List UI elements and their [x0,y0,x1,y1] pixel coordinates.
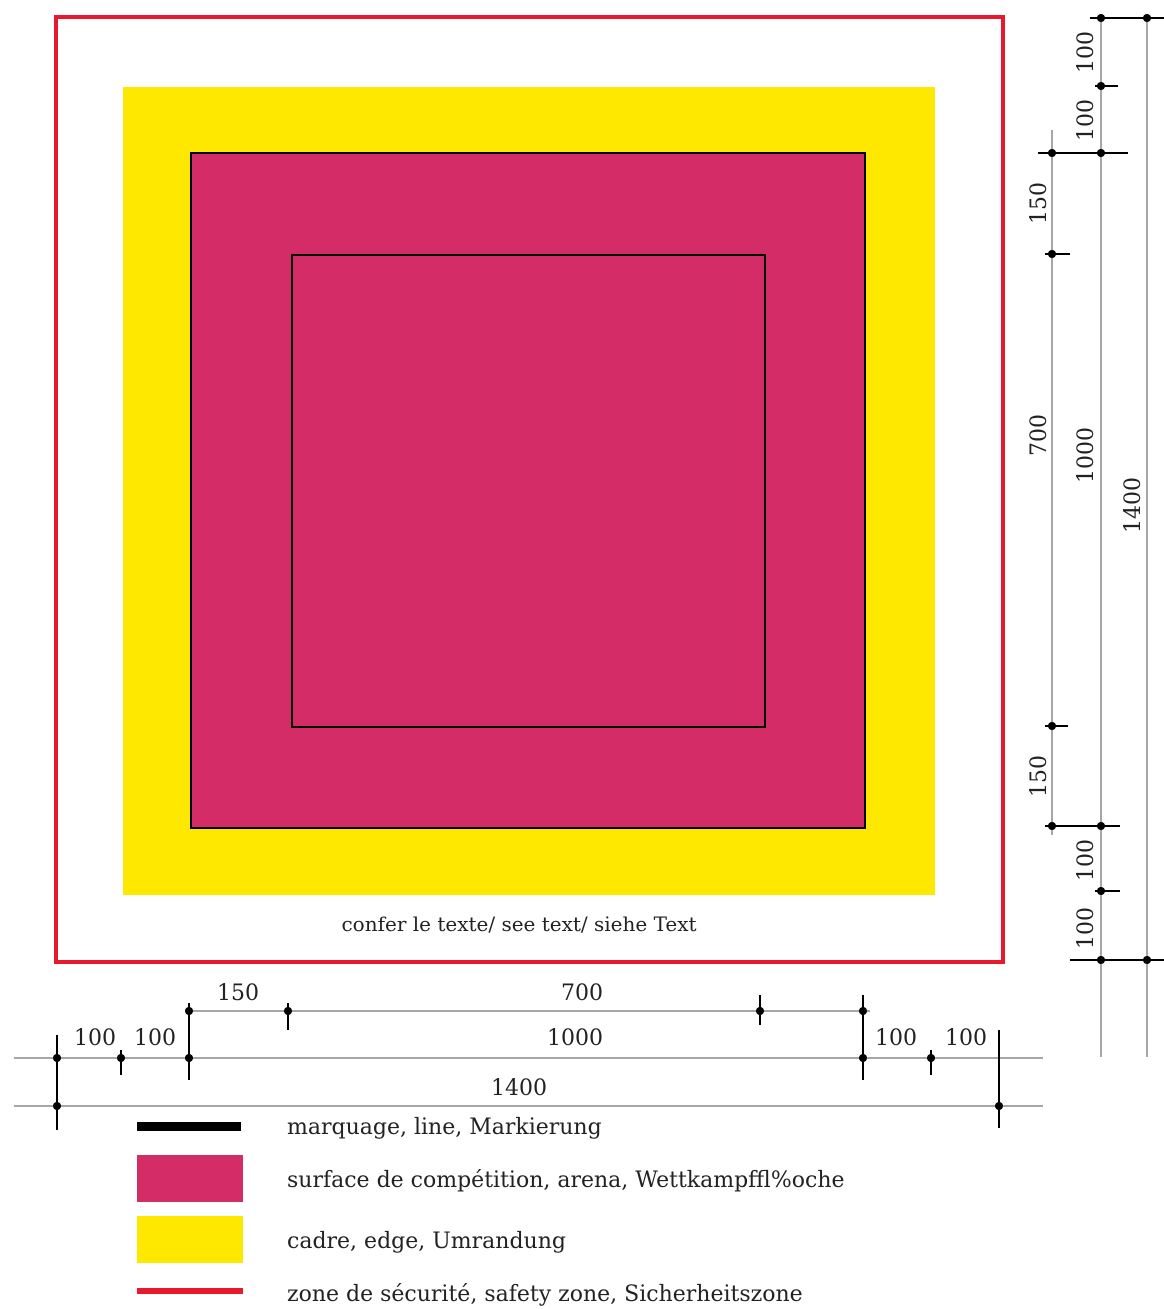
inner-marking-line [291,254,766,728]
v-dim-label: 1400 [1121,477,1146,533]
legend-swatch-arena [137,1155,243,1202]
h-dim-label: 100 [945,1026,987,1051]
horizontal-ticks [56,995,1000,1130]
h-dim-label: 150 [217,981,259,1006]
legend: marquage, line, Markierung surface de co… [137,1115,845,1307]
h-dim-label: 700 [561,981,603,1006]
h-dim-label: 1000 [547,1026,603,1051]
v-dim-label: 100 [1074,907,1099,949]
v-dim-label: 150 [1027,182,1052,224]
legend-label-arena: surface de compétition, arena, Wettkampf… [287,1168,845,1193]
v-dim-label: 100 [1074,839,1099,881]
see-text-note: confer le texte/ see text/ siehe Text [341,912,696,936]
v-dim-label: 150 [1027,755,1052,797]
legend-swatch-line [137,1122,241,1131]
legend-label-edge: cadre, edge, Umrandung [287,1229,566,1254]
vertical-dots [1048,14,1151,964]
legend-label-safety-zone: zone de sécurité, safety zone, Sicherhei… [287,1282,803,1307]
v-dim-label: 1000 [1074,427,1099,483]
v-dim-label: 100 [1074,99,1099,141]
v-dim-label: 100 [1074,31,1099,73]
legend-swatch-safety-zone [137,1288,243,1294]
v-dim-label: 700 [1027,414,1052,456]
horizontal-dots [53,1007,1003,1110]
legend-label-line: marquage, line, Markierung [287,1115,602,1140]
h-dim-label: 100 [875,1026,917,1051]
vertical-dimensions [1051,15,1148,1057]
legend-swatch-edge [137,1216,243,1263]
h-dim-label: 100 [74,1026,116,1051]
h-dim-label: 100 [134,1026,176,1051]
h-dim-label: 1400 [491,1076,547,1101]
arena-area [190,152,866,829]
